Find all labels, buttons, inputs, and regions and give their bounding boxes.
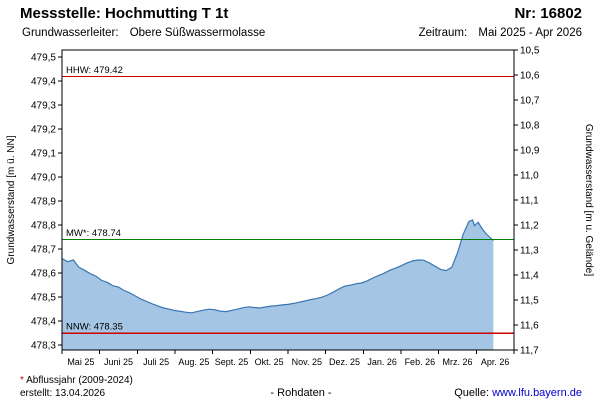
right-axis-tick-label: 10,9 <box>520 146 540 157</box>
page-title: Messstelle: Hochmutting T 1t <box>20 5 229 22</box>
right-axis-tick-label: 11,4 <box>520 271 539 282</box>
reference-line-label-hhw: HHW: 479.42 <box>66 65 123 76</box>
rohdaten-label: - Rohdaten - <box>270 387 332 399</box>
left-axis-tick-label: 478,6 <box>31 269 56 280</box>
left-axis-tick-label: 479,0 <box>31 173 56 184</box>
footnote: * Abflussjahr (2009-2024) <box>20 375 270 388</box>
footer: * Abflussjahr (2009-2024) erstellt: 13.0… <box>0 372 600 400</box>
left-axis-tick-label: 478,3 <box>31 341 56 352</box>
right-axis-tick-label: 11,0 <box>520 171 539 182</box>
x-axis-month-label: Nov. 25 <box>292 357 322 367</box>
left-axis-tick-label: 478,8 <box>31 221 56 232</box>
created-date: erstellt: 13.04.2026 <box>20 387 106 399</box>
left-axis-tick-label: 478,4 <box>31 317 56 328</box>
header-row: Messstelle: Hochmutting T 1t Nr: 16802 <box>0 0 600 26</box>
x-axis-month-label: Feb. 26 <box>405 357 436 367</box>
reference-line-label-mw: MW*: 478.74 <box>66 228 121 239</box>
left-axis-tick-label: 479,3 <box>31 101 56 112</box>
period-label: Zeitraum: <box>418 27 468 39</box>
series-area <box>62 219 494 350</box>
right-axis-tick-label: 11,7 <box>520 346 539 357</box>
left-axis-tick-label: 478,7 <box>31 245 56 256</box>
left-axis-tick-label: 478,9 <box>31 197 56 208</box>
x-axis-month-label: Mai 25 <box>67 357 94 367</box>
left-axis-tick-label: 479,2 <box>31 125 56 136</box>
x-axis-month-label: Apr. 26 <box>481 357 510 367</box>
footer-left: * Abflussjahr (2009-2024) erstellt: 13.0… <box>20 375 270 400</box>
source-label: Quelle: <box>454 387 490 399</box>
x-axis-month-label: Jan. 26 <box>367 357 397 367</box>
series-line <box>61 219 494 314</box>
x-axis-month-label: Juni 25 <box>104 357 133 367</box>
aquifer-label: Grundwasserleiter: <box>22 27 119 39</box>
right-axis-tick-label: 10,5 <box>520 46 540 57</box>
x-axis-month-label: Dez. 25 <box>329 357 360 367</box>
left-axis-tick-label: 479,1 <box>31 149 56 160</box>
aquifer: Grundwasserleiter: Obere Süßwassermolass… <box>22 27 265 39</box>
left-axis-tick-label: 479,4 <box>31 77 56 88</box>
x-axis-month-label: Mrz. 26 <box>442 357 472 367</box>
groundwater-level-chart: HHW: 479.42 MW*: 478.74 NNW: 478.35 479,5 47… <box>6 46 594 368</box>
left-axis-tick-label: 479,5 <box>31 53 56 64</box>
left-axis-title: Grundwasserstand [m ü. NN] <box>6 135 17 264</box>
station-number: Nr: 16802 <box>514 5 582 22</box>
right-axis-tick-label: 11,6 <box>520 321 539 332</box>
left-axis-tick-label: 478,5 <box>31 293 56 304</box>
x-axis-month-label: Sept. 25 <box>215 357 249 367</box>
footnote-asterisk: * <box>20 375 24 386</box>
right-axis-tick-label: 10,8 <box>520 121 540 132</box>
x-axis-month-label: Okt. 25 <box>255 357 284 367</box>
right-axis-tick-label: 10,6 <box>520 71 540 82</box>
right-axis-tick-label: 11,3 <box>520 246 539 257</box>
source-link[interactable]: www.lfu.bayern.de <box>492 387 582 399</box>
period-value: Mai 2025 - Apr 2026 <box>478 27 582 39</box>
subheader-row: Grundwasserleiter: Obere Süßwassermolass… <box>0 26 600 42</box>
source: Quelle: www.lfu.bayern.de <box>332 387 582 400</box>
x-axis-month-label: Juli 25 <box>143 357 169 367</box>
right-axis-tick-label: 10,7 <box>520 96 540 107</box>
reference-line-label-nnw: NNW: 478.35 <box>66 322 123 333</box>
aquifer-value: Obere Süßwassermolasse <box>129 27 266 39</box>
period: Zeitraum: Mai 2025 - Apr 2026 <box>419 27 582 39</box>
x-axis-month-label: Aug. 25 <box>178 357 209 367</box>
right-axis-tick-label: 11,2 <box>520 221 539 232</box>
right-axis-tick-label: 11,5 <box>520 296 539 307</box>
footnote-text: Abflussjahr (2009-2024) <box>23 375 133 386</box>
right-axis-title: Grundwasserstand [m u. Gelände] <box>583 124 594 277</box>
right-axis-tick-label: 11,1 <box>520 196 539 207</box>
